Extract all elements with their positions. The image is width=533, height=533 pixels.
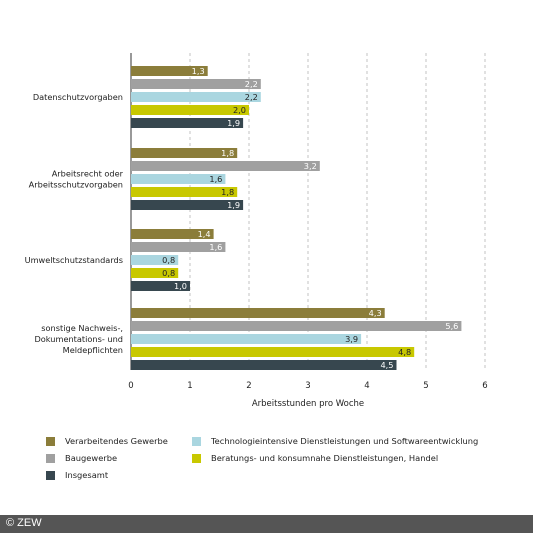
bar-value-label: 1,6 [209, 174, 222, 184]
bar [131, 92, 261, 102]
bar-value-label: 4,8 [398, 347, 411, 357]
bar-value-label: 3,2 [304, 161, 317, 171]
bar [131, 200, 244, 210]
x-tick-label: 5 [423, 381, 428, 391]
bar [131, 148, 238, 158]
bar [131, 187, 238, 197]
x-tick-label: 2 [246, 381, 251, 391]
bar [131, 360, 397, 370]
bar [131, 161, 320, 171]
bar [131, 229, 214, 239]
bar [131, 268, 179, 278]
legend-item-verarbeitendes-gewerbe: Verarbeitendes Gewerbe [46, 436, 168, 446]
bar-value-label: 4,5 [380, 360, 393, 370]
bar-value-label: 1,9 [227, 200, 240, 210]
bar-chart: 1,3 2,2 2,2 2,0 1,9 Datenschutzvorgaben 1,8 3,2… [25, 53, 488, 409]
bar-value-label: 0,8 [162, 268, 175, 278]
x-tick-label: 1 [187, 381, 192, 391]
footer-bar: © ZEW [0, 515, 533, 533]
bar-value-label: 1,6 [209, 242, 222, 252]
bar-value-label: 3,9 [345, 334, 358, 344]
bar-value-label: 1,3 [192, 66, 205, 76]
bar [131, 242, 226, 252]
copyright-text: © ZEW [6, 517, 42, 529]
bar [131, 334, 362, 344]
legend-label: Beratungs- und konsumnahe Dienstleistung… [211, 453, 439, 463]
bar [131, 281, 190, 291]
legend-item-baugewerbe: Baugewerbe [46, 453, 117, 463]
legend-label: Baugewerbe [65, 453, 118, 463]
legend-swatch [192, 436, 201, 446]
legend-item-beratungs: Beratungs- und konsumnahe Dienstleistung… [192, 453, 438, 463]
bar-value-label: 1,8 [221, 187, 234, 197]
legend-label: Insgesamt [65, 470, 109, 480]
bar-value-label: 1,4 [198, 229, 211, 239]
legend-swatch [46, 470, 55, 480]
x-tick-label: 4 [364, 381, 369, 391]
bar [131, 174, 226, 184]
x-axis-title: Arbeitsstunden pro Woche [252, 399, 364, 409]
category-label: Umweltschutzstandards [25, 255, 123, 265]
legend-label: Verarbeitendes Gewerbe [65, 436, 168, 446]
legend-item-technologieintensive: Technologieintensive Dienstleistungen un… [192, 436, 478, 446]
bar [131, 347, 415, 357]
category-label: Datenschutzvorgaben [33, 92, 123, 102]
bar [131, 255, 179, 265]
bar-value-label: 5,6 [445, 321, 458, 331]
bar-value-label: 1,8 [221, 148, 234, 158]
bar [131, 118, 244, 128]
bar [131, 321, 462, 331]
x-tick-label: 3 [305, 381, 310, 391]
bar-value-label: 2,2 [245, 92, 258, 102]
bar-value-label: 1,0 [174, 281, 187, 291]
legend-swatch [46, 453, 55, 463]
bar-value-label: 4,3 [369, 308, 382, 318]
category-label: Arbeitsschutzvorgaben [29, 180, 123, 190]
legend-swatch [192, 453, 201, 463]
bar-value-label: 0,8 [162, 255, 175, 265]
legend-item-insgesamt: Insgesamt [46, 470, 108, 480]
category-label: Meldepflichten [63, 345, 123, 355]
bar [131, 66, 208, 76]
bar [131, 308, 385, 318]
bar [131, 105, 249, 115]
bar-value-label: 2,2 [245, 79, 258, 89]
bar-value-label: 1,9 [227, 118, 240, 128]
bar-value-label: 2,0 [233, 105, 246, 115]
category-label: Dokumentations- und [34, 334, 123, 344]
x-tick-label: 6 [482, 381, 487, 391]
category-label: Arbeitsrecht oder [52, 169, 124, 179]
category-label: sonstige Nachweis-, [41, 323, 123, 333]
legend: Verarbeitendes Gewerbe Technologieintens… [46, 436, 516, 486]
bar [131, 79, 261, 89]
legend-label: Technologieintensive Dienstleistungen un… [211, 436, 479, 446]
x-tick-label: 0 [128, 381, 133, 391]
legend-swatch [46, 436, 55, 446]
